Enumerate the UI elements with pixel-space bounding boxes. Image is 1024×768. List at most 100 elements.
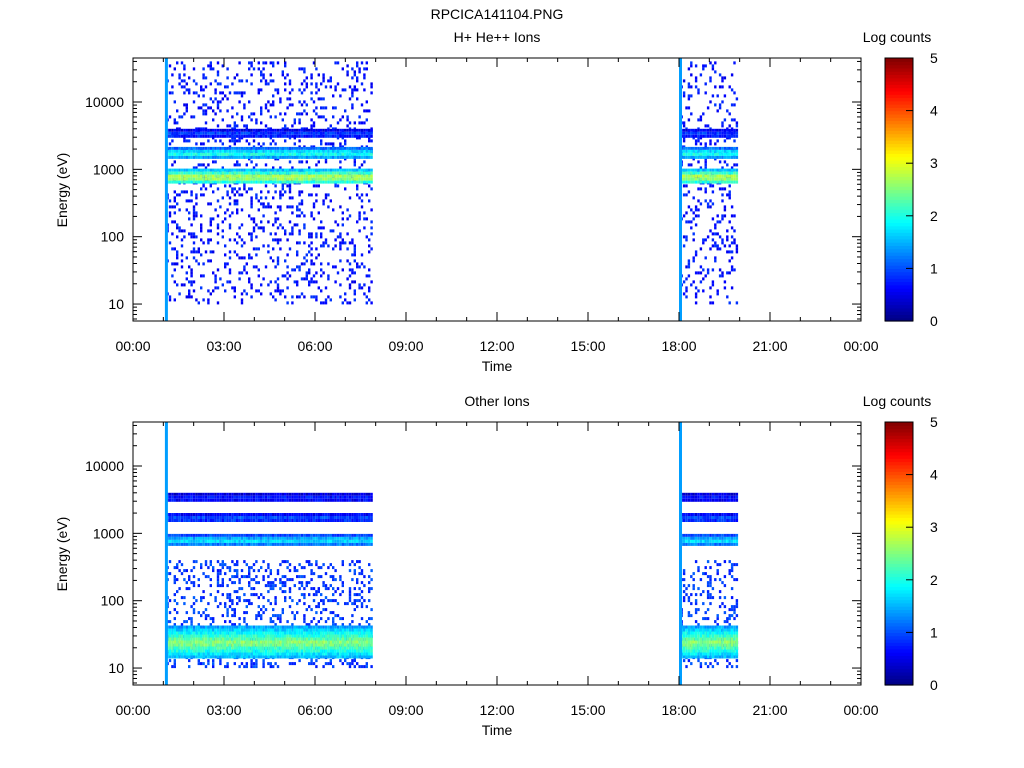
heatmap-cell <box>348 131 352 135</box>
colorbar-step <box>885 143 913 148</box>
heatmap-cell <box>219 539 222 543</box>
heatmap-cell <box>305 560 308 564</box>
heatmap-cell <box>248 640 251 644</box>
heatmap-cell <box>245 542 248 546</box>
heatmap-cell <box>243 625 246 629</box>
heatmap-cell <box>358 136 361 140</box>
heatmap-cell <box>168 519 172 522</box>
heatmap-cell <box>240 495 244 499</box>
colorbar-step <box>885 215 913 220</box>
heatmap-cell <box>723 139 727 143</box>
heatmap-cell <box>262 575 265 579</box>
heatmap-cell <box>257 247 260 251</box>
heatmap-cell <box>341 223 344 227</box>
heatmap-cell <box>274 533 277 537</box>
heatmap-cell <box>252 655 256 659</box>
heatmap-cell <box>274 578 277 582</box>
heatmap-cell <box>690 168 693 172</box>
heatmap-cell <box>709 100 712 104</box>
heatmap-cell <box>709 171 712 175</box>
heatmap-cell <box>178 631 181 635</box>
heatmap-cell <box>276 652 280 656</box>
heatmap-cell <box>300 128 304 132</box>
heatmap-cell <box>279 516 282 519</box>
heatmap-cell <box>697 168 700 172</box>
heatmap-cell <box>360 134 364 138</box>
heatmap-cell <box>240 542 244 546</box>
heatmap-cell <box>368 177 371 181</box>
heatmap-cell <box>248 187 251 191</box>
colorbar-step <box>885 150 913 154</box>
heatmap-cell <box>192 289 196 293</box>
colorbar-step <box>885 113 913 118</box>
heatmap-cell <box>238 168 241 172</box>
heatmap-cell <box>216 171 220 175</box>
heatmap-cell <box>276 519 280 522</box>
heatmap-cell <box>334 146 337 150</box>
heatmap-cell <box>687 82 691 86</box>
heatmap-cell <box>329 171 332 175</box>
heatmap-cell <box>209 155 212 159</box>
heatmap-cell <box>238 640 241 644</box>
heatmap-cell <box>284 155 287 159</box>
heatmap-cell <box>202 112 205 116</box>
heatmap-cell <box>168 199 172 203</box>
heatmap-cell <box>272 166 275 170</box>
heatmap-cell <box>298 67 301 71</box>
heatmap-cell <box>363 217 366 221</box>
heatmap-cell <box>281 193 284 197</box>
heatmap-cell <box>303 70 306 74</box>
heatmap-cell <box>204 76 208 80</box>
heatmap-cell <box>327 274 330 278</box>
heatmap-cell <box>267 100 270 104</box>
heatmap-cell <box>228 634 232 638</box>
heatmap-cell <box>209 259 212 263</box>
heatmap-cell <box>238 637 241 641</box>
heatmap-cell <box>726 134 729 138</box>
heatmap-cell <box>704 64 707 68</box>
heatmap-cell <box>344 241 347 245</box>
heatmap-cell <box>281 168 284 172</box>
heatmap-cell <box>226 614 229 618</box>
heatmap-cell <box>200 492 203 496</box>
heatmap-cell <box>298 575 301 579</box>
heatmap-cell <box>276 637 280 641</box>
heatmap-cell <box>339 131 342 135</box>
heatmap-cell <box>291 513 294 516</box>
heatmap-cell <box>212 620 215 624</box>
heatmap-cell <box>368 244 371 248</box>
heatmap-cell <box>212 569 215 573</box>
colorbar-step <box>885 94 913 99</box>
heatmap-cell <box>228 128 232 132</box>
heatmap-cell <box>726 149 729 153</box>
heatmap-cell <box>264 637 268 641</box>
heatmap-cell <box>305 253 308 257</box>
heatmap-cell <box>224 628 227 632</box>
heatmap-cell <box>195 134 198 138</box>
heatmap-cell <box>310 124 313 128</box>
heatmap-cell <box>320 171 323 175</box>
heatmap-cell <box>202 646 205 650</box>
heatmap-cell <box>728 168 731 172</box>
heatmap-cell <box>336 152 340 156</box>
heatmap-cell <box>214 646 217 650</box>
heatmap-cell <box>272 655 275 659</box>
heatmap-cell <box>202 149 205 153</box>
heatmap-cell <box>370 174 373 178</box>
heatmap-cell <box>245 628 248 632</box>
heatmap-cell <box>228 250 232 254</box>
heatmap-cell <box>286 131 289 135</box>
heatmap-cell <box>685 289 688 293</box>
heatmap-cell <box>192 495 196 499</box>
heatmap-cell <box>702 131 705 135</box>
heatmap-cell <box>231 631 234 635</box>
heatmap-cell <box>356 184 359 188</box>
heatmap-cell <box>276 171 280 175</box>
heatmap-cell <box>365 235 368 239</box>
heatmap-cell <box>233 76 236 80</box>
heatmap-cell <box>353 177 356 181</box>
heatmap-cell <box>356 262 359 266</box>
heatmap-cell <box>202 625 205 629</box>
heatmap-cell <box>178 149 181 153</box>
heatmap-cell <box>317 128 320 132</box>
